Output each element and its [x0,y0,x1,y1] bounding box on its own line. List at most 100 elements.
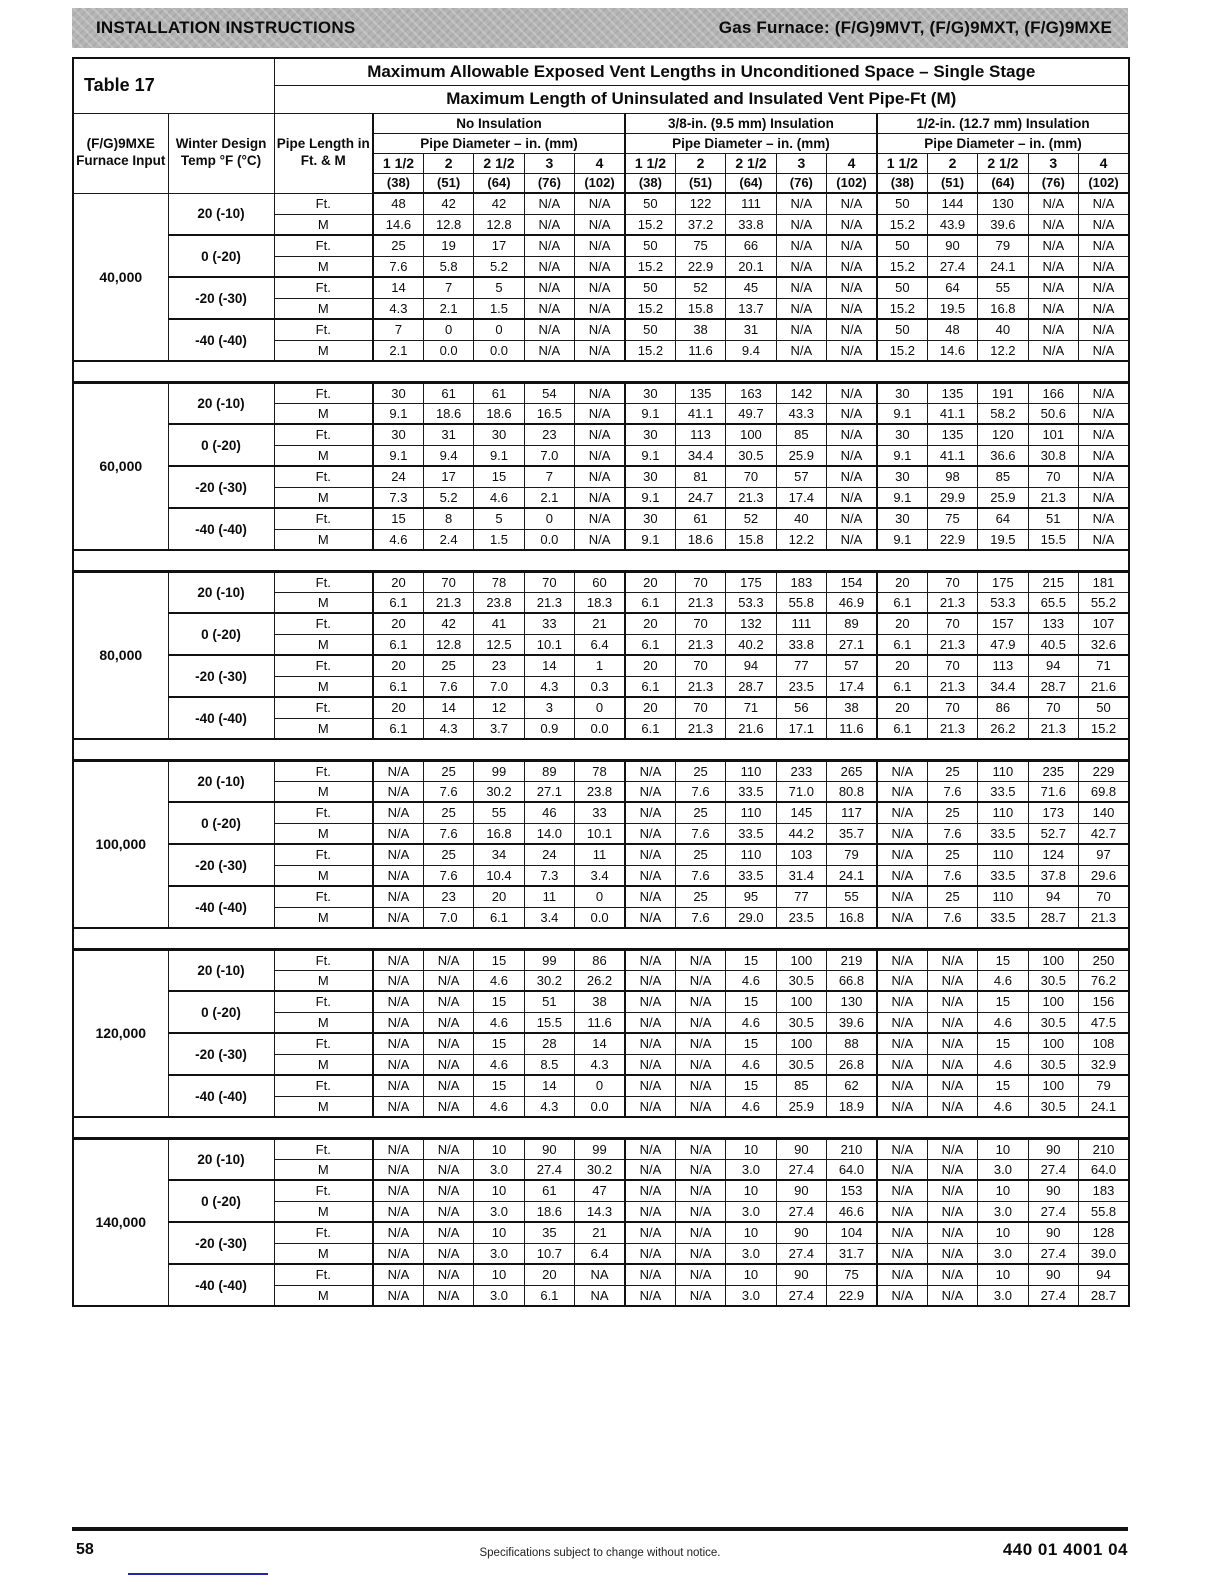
vent-length-value: N/A [422,1179,475,1202]
vent-length-value: 15.8 [725,528,777,551]
vent-length-value: 52 [674,276,727,299]
vent-length-value: 30.2 [473,780,525,803]
vent-length-value: 117 [826,801,878,824]
vent-length-value: N/A [875,1200,928,1223]
vent-length-value: 85 [775,423,828,446]
vent-length-value: 10 [977,1221,1029,1244]
vent-length-value: 7.0 [473,675,525,698]
vent-length-value: N/A [674,969,727,992]
vent-length-value: 31.4 [775,864,828,887]
vent-length-value: 99 [473,759,525,782]
vent-length-value: N/A [926,1221,979,1244]
furnace-input-value: 60,000 [72,381,169,551]
vent-length-value: N/A [623,948,676,971]
vent-length-value: 14 [372,276,424,299]
vent-length-value: 3.0 [725,1158,777,1181]
vent-length-value: 23.5 [775,906,828,929]
vent-length-value: N/A [372,1242,424,1265]
table-number-label: Table 17 [72,57,275,114]
vent-length-value: 70 [422,570,475,593]
vent-length-value: 5 [473,276,525,299]
winter-design-temp-value: -20 (-30) [167,654,275,698]
winter-design-temp-value: -20 (-30) [167,276,275,320]
vent-length-value: 2.1 [523,486,576,509]
vent-length-value: 7 [523,465,576,488]
vent-length-value: 69.8 [1077,780,1130,803]
vent-length-value: N/A [623,843,676,866]
furnace-input-value: 40,000 [72,192,169,362]
vent-length-value: 38 [674,318,727,341]
vent-length-value: 4.6 [473,1011,525,1034]
size-header: 4 [574,152,626,174]
vent-length-value: 46 [523,801,576,824]
vent-length-value: 4.6 [473,1053,525,1076]
vent-length-value: 100 [775,990,828,1013]
vent-length-value: 41.1 [926,402,979,425]
vent-length-value: N/A [826,444,878,467]
vent-length-value: 57 [826,654,878,677]
vent-length-value: N/A [523,318,576,341]
vent-length-value: N/A [372,801,424,824]
row-label-feet: Ft. [273,1137,374,1160]
vent-length-value: N/A [1077,507,1130,530]
vent-length-value: 9.1 [875,402,928,425]
vent-length-value: 1.5 [473,528,525,551]
vent-length-value: 120 [977,423,1029,446]
vent-length-value: 14.6 [372,213,424,236]
vent-length-value: N/A [574,318,626,341]
vent-length-value: 191 [977,381,1029,404]
size-mm-header: (102) [574,172,626,194]
vent-length-value: 79 [977,234,1029,257]
vent-length-value: 3.0 [473,1284,525,1307]
page-header-banner: INSTALLATION INSTRUCTIONS Gas Furnace: (… [72,8,1128,48]
vent-length-value: 6.1 [875,633,928,656]
vent-length-value: 3.0 [473,1200,525,1223]
row-label-feet: Ft. [273,843,374,866]
vent-length-value: 27.4 [1027,1284,1079,1307]
vent-length-value: 18.3 [574,591,626,614]
vent-length-value: 8.5 [523,1053,576,1076]
vent-length-value: 15 [977,948,1029,971]
winter-design-temp-value: 0 (-20) [167,1179,275,1223]
vent-length-value: N/A [523,255,576,278]
vent-length-value: 15 [473,465,525,488]
vent-length-value: 100 [1027,990,1079,1013]
vent-length-value: 101 [1027,423,1079,446]
winter-design-temp-value: -40 (-40) [167,1074,275,1118]
vent-length-value: 16.5 [523,402,576,425]
vent-length-value: N/A [674,1284,727,1307]
winter-design-temp-value: 20 (-10) [167,1137,275,1181]
vent-length-value: 0.0 [523,528,576,551]
vent-length-value: N/A [674,1200,727,1223]
table-title-line1: Maximum Allowable Exposed Vent Lengths i… [273,57,1130,86]
vent-length-value: 124 [1027,843,1079,866]
vent-length-value: 23.8 [473,591,525,614]
vent-length-value: N/A [926,1200,979,1223]
size-header: 2 [674,152,727,174]
vent-length-value: 15 [725,990,777,1013]
vent-length-value: 11 [574,843,626,866]
vent-length-value: 0 [422,318,475,341]
vent-length-value: 25.9 [977,486,1029,509]
vent-length-value: N/A [1077,423,1130,446]
vent-length-value: 48 [372,192,424,215]
vent-length-value: 33.8 [775,633,828,656]
vent-length-value: 7 [422,276,475,299]
vent-length-value: N/A [826,423,878,446]
vent-length-value: 30 [875,423,928,446]
vent-length-value: N/A [372,990,424,1013]
vent-length-value: N/A [1077,255,1130,278]
vent-length-value: 30.5 [775,1053,828,1076]
vent-length-value: 0.0 [574,717,626,740]
vent-length-value: 21.6 [1077,675,1130,698]
vent-length-value: 6.1 [372,633,424,656]
vent-length-value: 30 [875,381,928,404]
row-label-feet: Ft. [273,1263,374,1286]
vent-length-value: 0 [473,318,525,341]
vent-length-value: 30 [372,423,424,446]
winter-design-temp-value: -40 (-40) [167,507,275,551]
vent-length-value: 12.2 [977,339,1029,362]
vent-length-value: 24.1 [1077,1095,1130,1118]
vent-length-value: N/A [1077,297,1130,320]
document-number: 440 01 4001 04 [1002,1540,1128,1559]
